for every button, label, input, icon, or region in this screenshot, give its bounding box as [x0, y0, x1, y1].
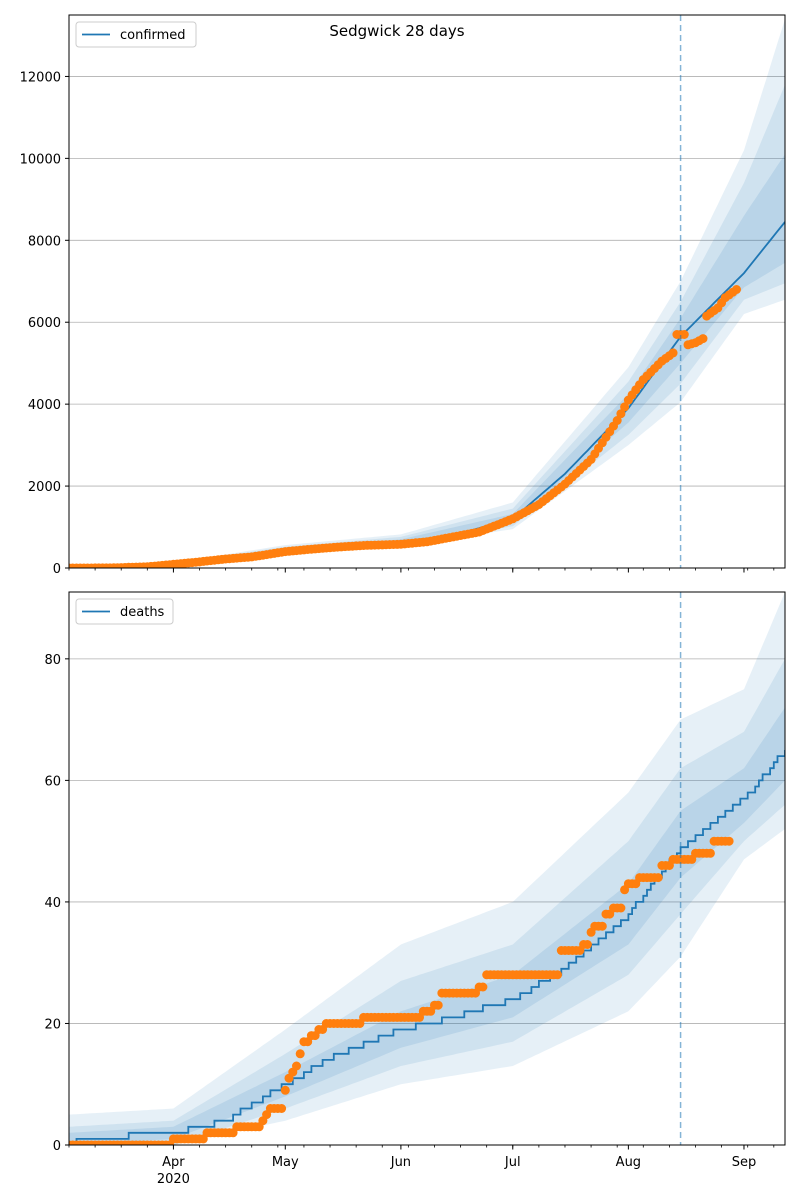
y-tick-label: 80	[44, 653, 61, 668]
y-tick-label: 12000	[20, 70, 61, 85]
plot-area	[69, 592, 785, 1145]
deaths-panel: 0 20 40 60 80 Apr 2020 May Jun Jul Aug Sep deaths	[44, 591, 786, 1187]
legend-box	[75, 21, 197, 48]
observed-point	[277, 1104, 287, 1113]
observed-point	[679, 330, 689, 339]
observed-point	[612, 416, 622, 425]
observed-point	[724, 836, 734, 846]
observed-point	[653, 873, 663, 883]
y-tick-label: 60	[44, 774, 61, 789]
legend-label: deaths	[120, 605, 165, 620]
observed-point	[698, 334, 708, 344]
x-tick-label: Apr	[162, 1155, 185, 1170]
forecast-median-line	[69, 750, 785, 1145]
observed-points	[69, 285, 741, 568]
observed-point	[732, 285, 741, 294]
observed-point	[597, 921, 607, 931]
credible-band-3	[69, 707, 785, 1145]
observed-point	[668, 348, 678, 358]
y-tick-label: 0	[53, 1139, 61, 1154]
axes-frame	[68, 591, 786, 1146]
x-tick-label: May	[272, 1155, 299, 1170]
y-tick-label: 40	[44, 896, 61, 911]
legend-box	[75, 598, 174, 625]
y-tick-label: 2000	[28, 480, 61, 495]
observed-points	[69, 836, 734, 1145]
y-tick-label: 4000	[28, 398, 61, 413]
observed-point	[553, 970, 562, 980]
y-tick-label: 10000	[20, 152, 61, 167]
x-tick-label: Jul	[504, 1155, 521, 1170]
y-tick-label: 6000	[28, 316, 61, 331]
axes-frame	[68, 14, 786, 569]
y-tick-label: 20	[44, 1017, 61, 1032]
observed-point	[433, 1000, 443, 1010]
x-tick-label: Jun	[390, 1155, 411, 1170]
y-tick-label: 0	[53, 562, 61, 577]
credible-band-1	[69, 592, 785, 1145]
observed-point	[582, 940, 592, 949]
observed-point	[620, 402, 630, 412]
observed-point	[616, 903, 626, 913]
legend: deaths	[75, 598, 174, 625]
observed-point	[616, 409, 626, 419]
legend-label: confirmed	[120, 28, 186, 43]
credible-band-2	[69, 84, 785, 568]
confirmed-panel: 0 2000 4000 6000 8000 10000 12000 confirmed	[20, 14, 786, 577]
observed-point	[292, 1061, 301, 1071]
plot-area	[69, 19, 785, 568]
observed-point	[478, 982, 488, 992]
observed-point	[280, 1085, 290, 1095]
observed-point	[295, 1049, 305, 1059]
y-tick-label: 8000	[28, 234, 61, 249]
x-year-label: 2020	[157, 1172, 190, 1187]
legend: confirmed	[75, 21, 197, 48]
observed-point	[705, 848, 715, 858]
x-tick-label: Sep	[732, 1155, 757, 1170]
figure-title: Sedgwick 28 days	[329, 22, 464, 40]
x-tick-label: Aug	[616, 1155, 641, 1170]
